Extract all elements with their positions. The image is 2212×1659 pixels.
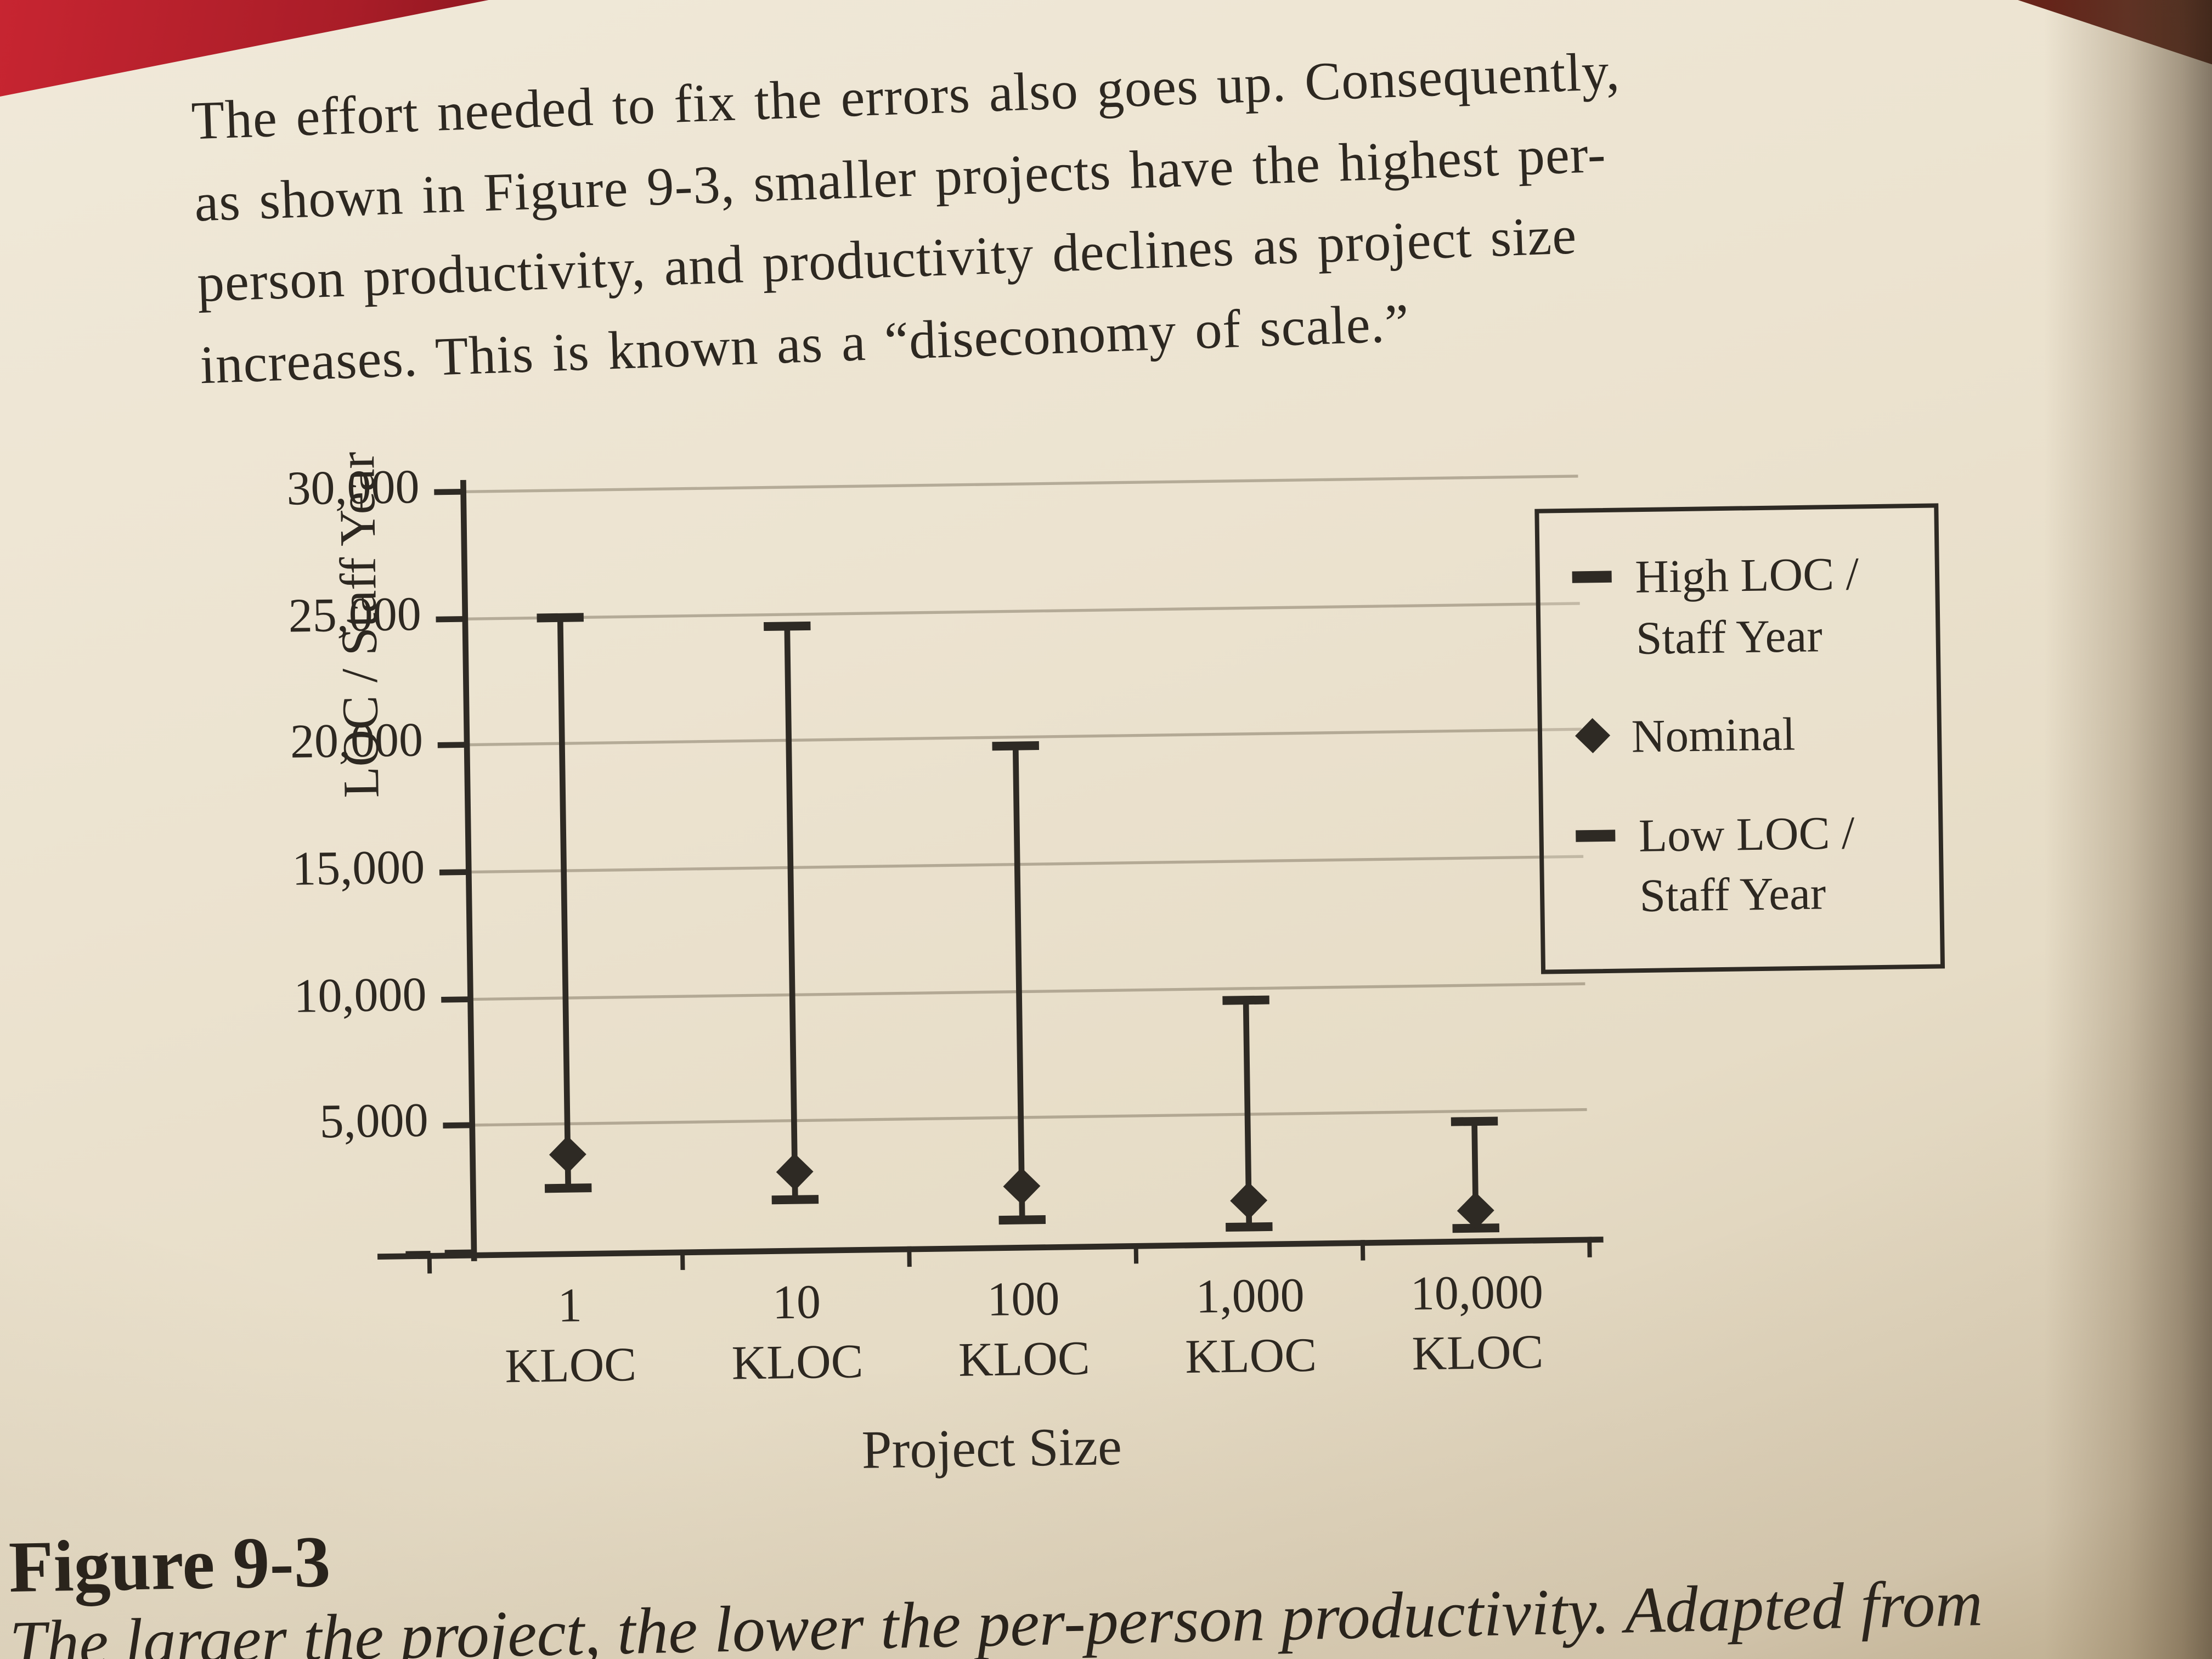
legend-item: Nominal [1571,703,1909,768]
x-category-line: 100 [986,1273,1060,1328]
x-minor-tick [1587,1237,1592,1257]
x-axis-end-tick [427,1252,432,1274]
low-cap-marker [771,1195,819,1205]
low-cap-marker [998,1215,1046,1224]
nominal-diamond-marker [1003,1167,1041,1205]
cap-marker-icon [1576,829,1616,842]
x-category-line: 1,000 [1195,1270,1305,1324]
x-category-label: 100 KLOC [921,1269,1127,1393]
range-line [557,617,572,1188]
nominal-diamond-marker [1230,1182,1268,1220]
y-tick-mark [441,996,471,1002]
x-minor-tick [1360,1240,1365,1261]
y-tick-label: 5,000 [319,1095,429,1150]
x-axis-label: Project Size [861,1417,1122,1481]
y-tick-mark [434,488,464,495]
x-category-line: KLOC [958,1333,1091,1388]
y-tick-mark [439,869,469,876]
high-cap-marker [992,740,1039,750]
x-category-line: KLOC [1184,1330,1317,1385]
legend-item-label: Low LOC / Staff Year [1638,805,1855,922]
page-edge-shadow [2044,0,2212,1659]
x-minor-tick [1133,1243,1139,1264]
range-line [784,627,798,1200]
x-minor-tick [680,1249,685,1270]
diamond-marker-icon [1575,718,1611,754]
gridline [466,475,1578,493]
gridline [473,981,1585,1001]
legend-item: Low LOC / Staff Year [1572,802,1910,928]
high-cap-marker [764,622,811,631]
y-tick-mark [437,742,467,749]
y-tick-mark [443,1122,472,1129]
high-cap-marker [537,612,584,622]
x-category-label: 10,000 KLOC [1374,1263,1581,1387]
gridline [475,1108,1587,1127]
y-tick-label: 15,000 [291,842,425,897]
y-tick-label: – [405,1222,431,1276]
legend-item-label: Nominal [1631,707,1796,763]
x-category-line: KLOC [1412,1327,1544,1382]
nominal-diamond-marker [549,1136,586,1173]
x-category-label: 10 KLOC [694,1273,900,1396]
high-cap-marker [1222,996,1269,1006]
nominal-diamond-marker [776,1153,814,1190]
y-tick-label: 20,000 [290,715,424,770]
x-category-line: 10,000 [1410,1266,1544,1322]
y-tick-label: 10,000 [293,968,427,1024]
low-cap-marker [544,1183,592,1193]
x-category-label: 1,000 KLOC [1147,1267,1353,1390]
legend-item: High LOC / Staff Year [1569,543,1907,669]
x-category-line: KLOC [731,1336,864,1391]
chart-legend: High LOC / Staff Year Nominal Low LOC / Staf… [1534,503,1945,974]
legend-item-label: High LOC / Staff Year [1634,546,1859,664]
x-axis-line [377,1237,1604,1260]
high-cap-marker [1451,1117,1498,1127]
low-cap-marker [1226,1221,1273,1231]
y-tick-mark [436,616,465,622]
y-tick-label: 25,000 [288,588,422,643]
x-category-line: 1 [557,1280,583,1334]
x-category-label: 1 KLOC [467,1276,673,1400]
x-category-line: KLOC [504,1340,637,1395]
gridline [471,855,1584,874]
figure-number-heading: Figure 9-3 [8,1520,331,1608]
cap-marker-icon [1572,571,1612,583]
x-minor-tick [907,1246,912,1267]
gridline [468,601,1580,620]
range-line [1012,745,1025,1220]
y-tick-label: 30,000 [286,461,420,516]
x-category-line: 10 [772,1277,821,1330]
